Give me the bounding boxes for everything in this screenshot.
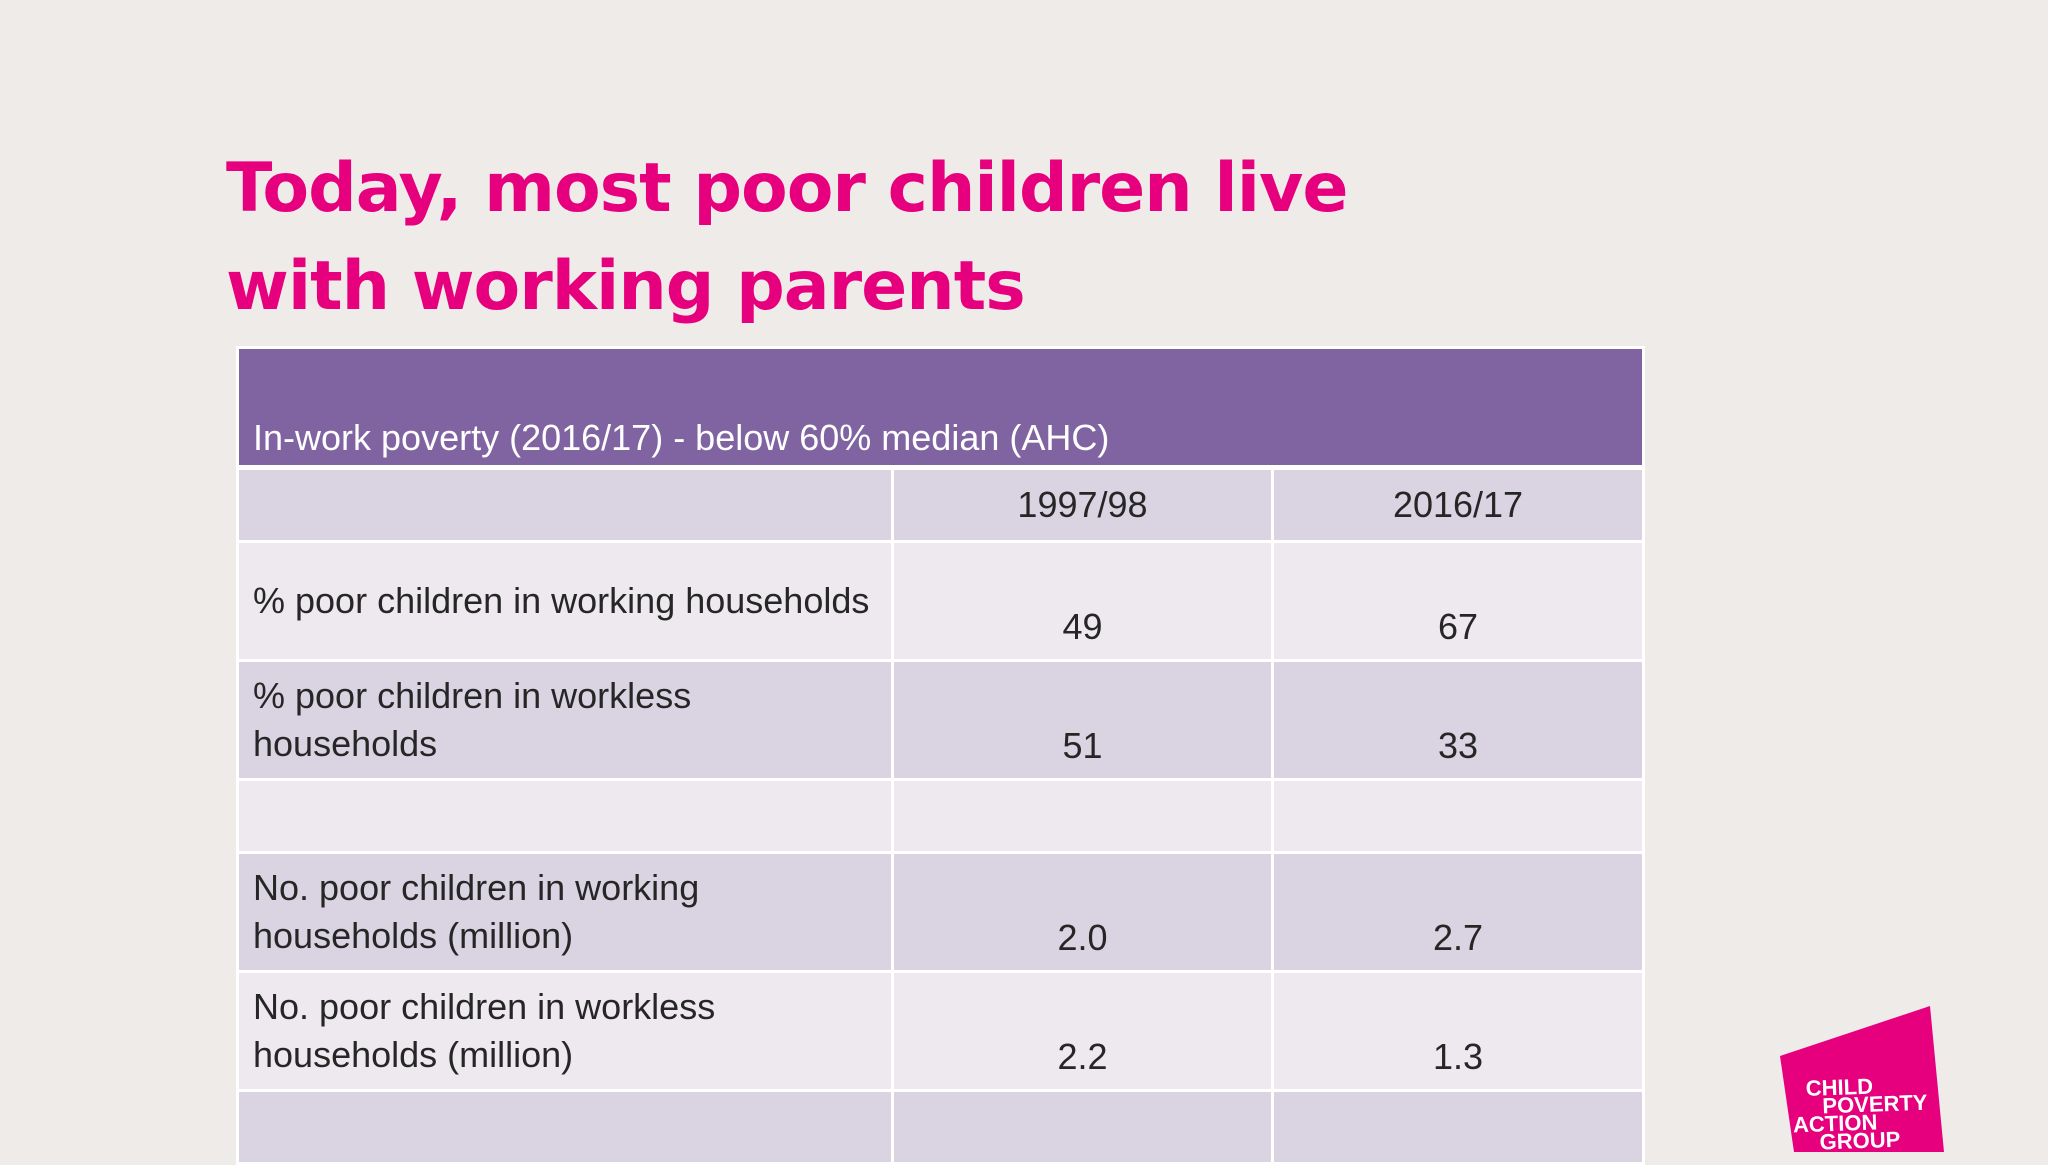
table-row: No. poor children in workless households… bbox=[236, 970, 1646, 1092]
table-row: % poor children in workless households 5… bbox=[236, 659, 1646, 781]
table-caption: In-work poverty (2016/17) - below 60% me… bbox=[235, 346, 1646, 470]
logo-shape bbox=[1780, 1006, 1944, 1152]
table-row: % poor children in working households 49… bbox=[236, 540, 1646, 662]
logo-line-group: GROUP bbox=[1819, 1127, 1901, 1152]
row-value-2016: 67 bbox=[1270, 540, 1646, 662]
table-caption-row: In-work poverty (2016/17) - below 60% me… bbox=[235, 346, 1646, 470]
row-label: % poor children in working households bbox=[236, 540, 894, 662]
row-value-1997: 2.0 bbox=[891, 851, 1274, 973]
column-header-row: 1997/98 2016/17 bbox=[236, 466, 1646, 543]
column-header-label bbox=[236, 466, 894, 543]
row-value-1997: 49 bbox=[891, 540, 1274, 662]
row-label bbox=[236, 778, 894, 854]
logo-line-action: ACTION bbox=[1793, 1109, 1878, 1137]
logo-line-child: CHILD bbox=[1805, 1074, 1873, 1101]
column-header-2016: 2016/17 bbox=[1270, 466, 1646, 543]
table-row-empty bbox=[236, 1089, 1646, 1165]
logo-line-poverty: POVERTY bbox=[1822, 1090, 1928, 1119]
row-value-1997: 2.2 bbox=[891, 970, 1274, 1092]
cpag-logo: CHILD POVERTY ACTION GROUP bbox=[1780, 1006, 1944, 1152]
row-label bbox=[236, 1089, 894, 1165]
column-header-1997: 1997/98 bbox=[891, 466, 1274, 543]
row-value-2016: 33 bbox=[1270, 659, 1646, 781]
row-value-2016: 1.3 bbox=[1270, 970, 1646, 1092]
slide-title: Today, most poor children live with work… bbox=[226, 149, 1348, 326]
row-value-2016 bbox=[1270, 1089, 1646, 1165]
row-value-2016: 2.7 bbox=[1270, 851, 1646, 973]
row-label: No. poor children in working households … bbox=[236, 851, 894, 973]
row-value-1997 bbox=[891, 1089, 1274, 1165]
table-row-empty bbox=[236, 778, 1646, 854]
row-label: No. poor children in workless households… bbox=[236, 970, 894, 1092]
table-row: No. poor children in working households … bbox=[236, 851, 1646, 973]
row-value-2016 bbox=[1270, 778, 1646, 854]
row-label: % poor children in workless households bbox=[236, 659, 894, 781]
row-value-1997 bbox=[891, 778, 1274, 854]
row-value-1997: 51 bbox=[891, 659, 1274, 781]
poverty-table: In-work poverty (2016/17) - below 60% me… bbox=[235, 346, 1646, 1165]
